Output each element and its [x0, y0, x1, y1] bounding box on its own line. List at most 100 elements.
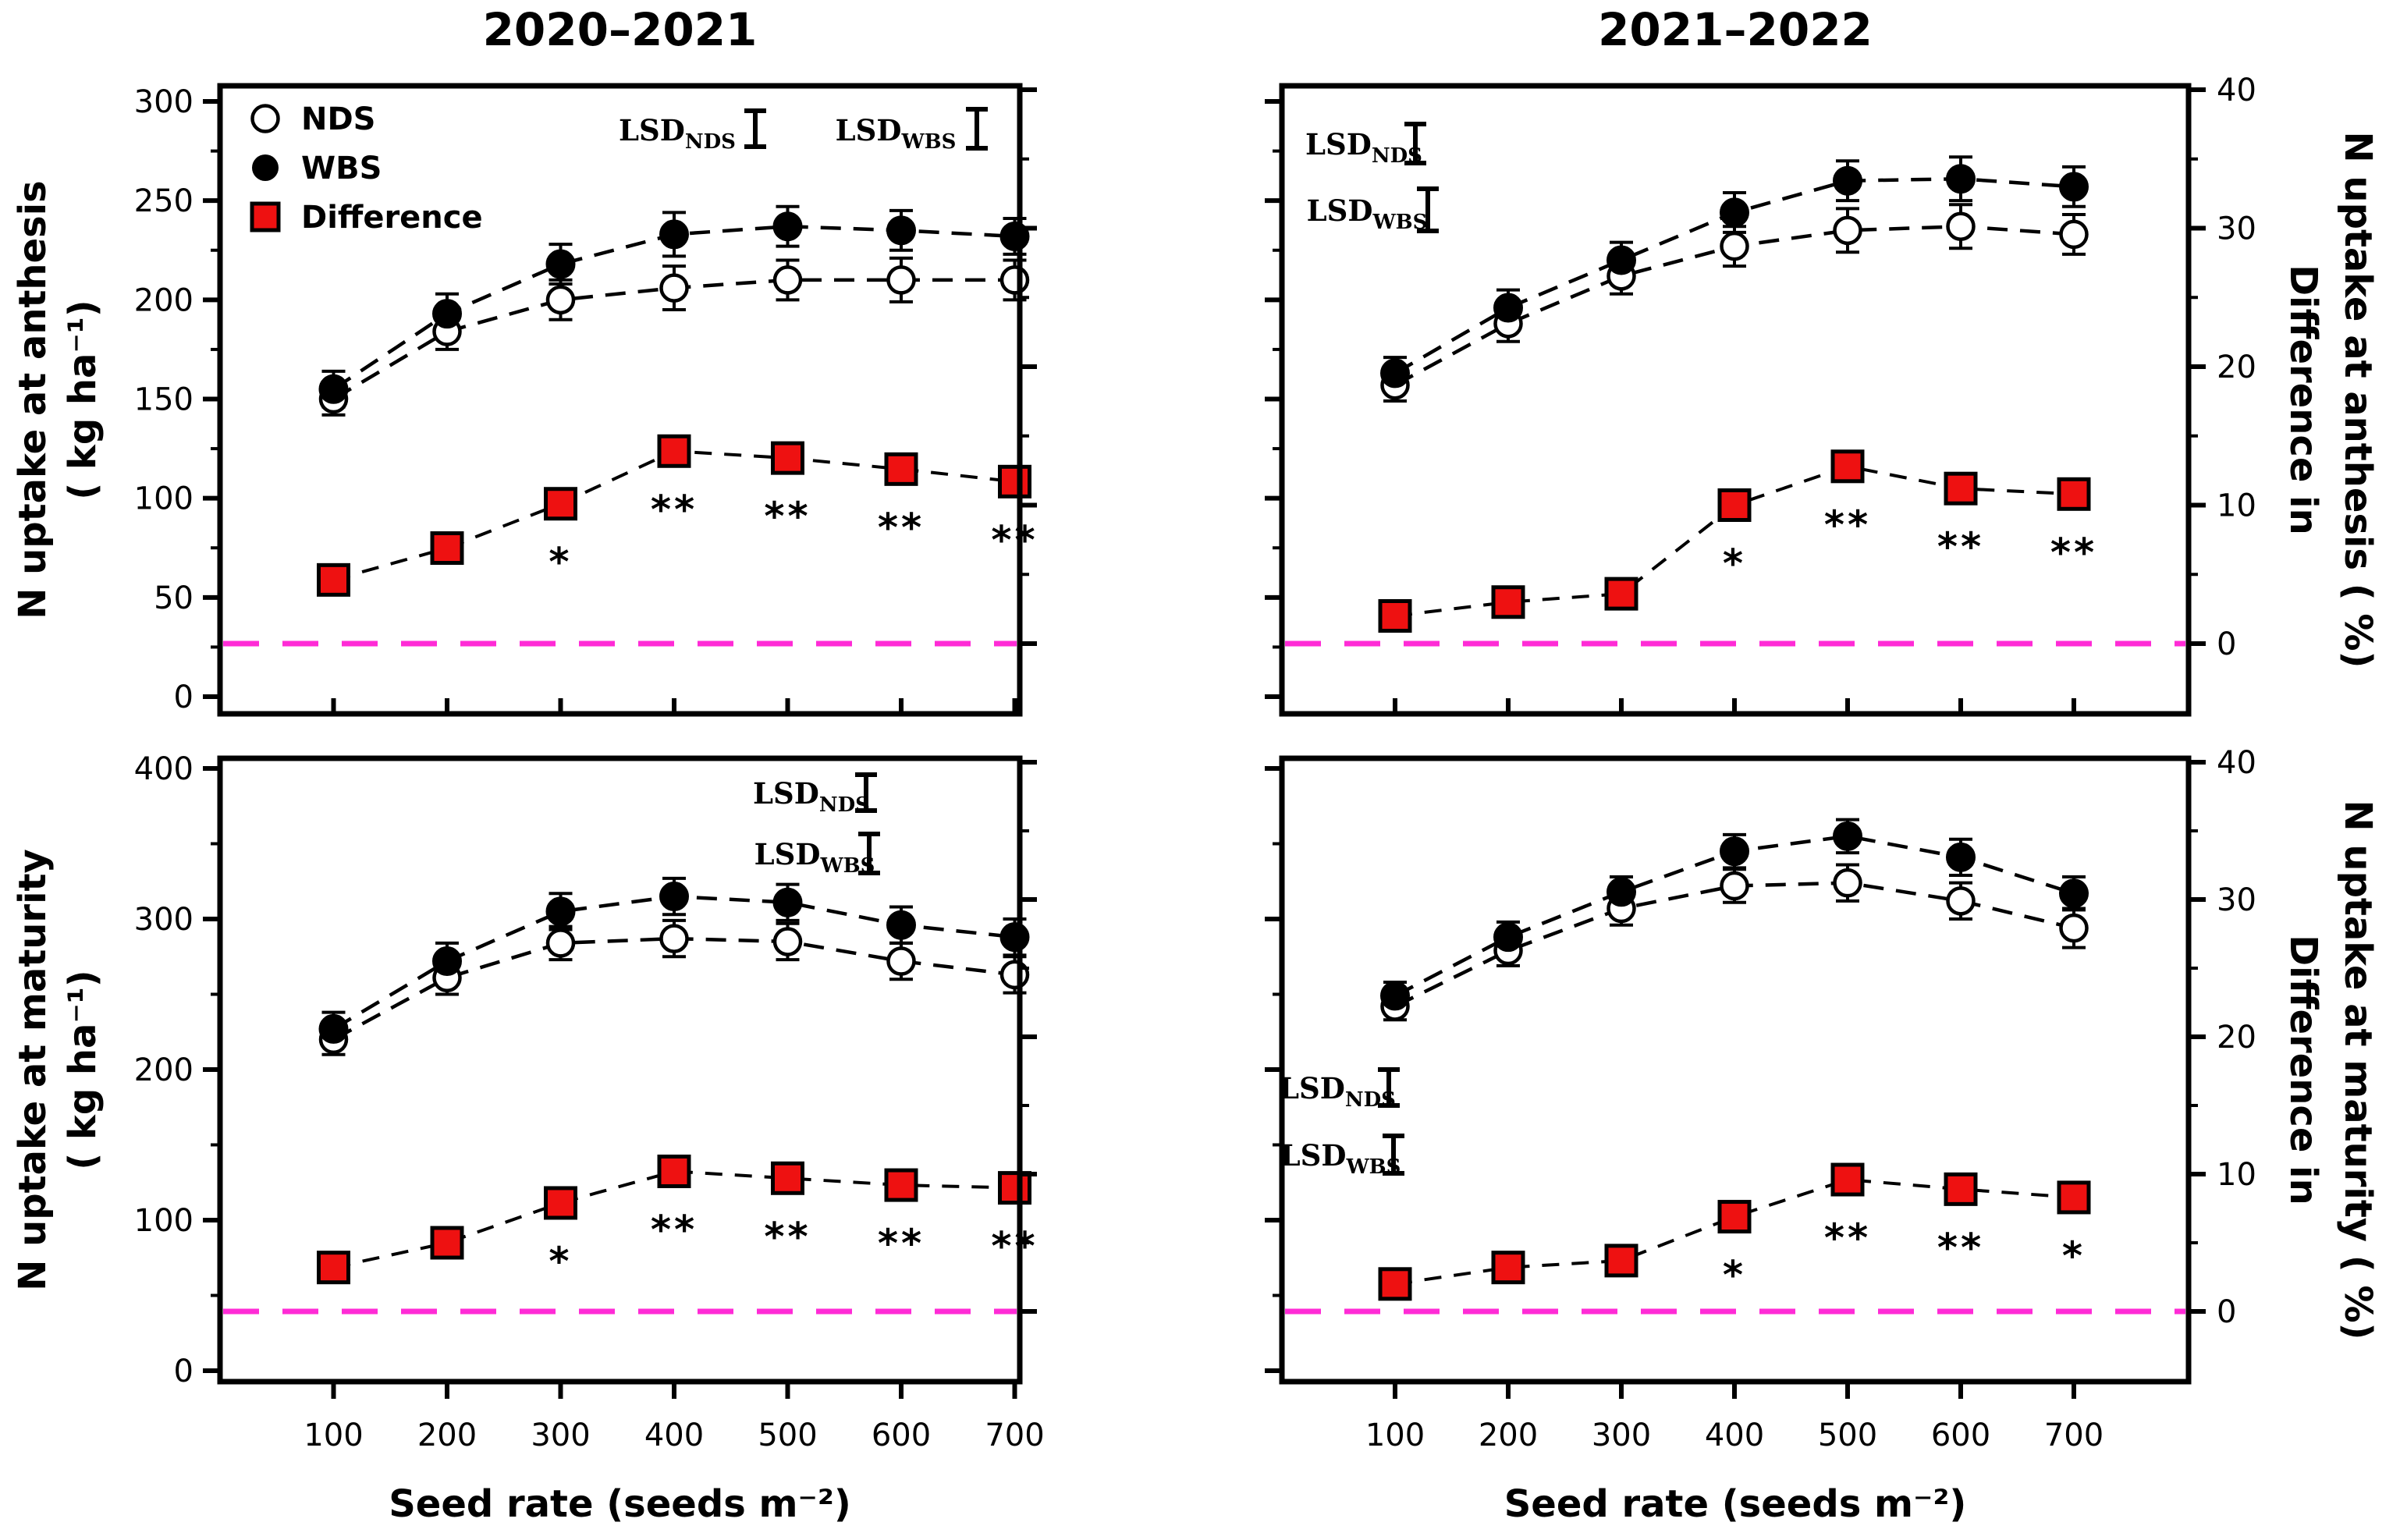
lsd-label: LSDNDS: [753, 776, 870, 817]
significance-asterisk: **: [764, 1214, 811, 1259]
difference-marker: [1944, 471, 1978, 506]
significance-asterisk: **: [1824, 502, 1871, 548]
wbs-marker: [1946, 842, 1976, 872]
difference-marker: [771, 1161, 804, 1195]
wbs-marker: [1493, 293, 1523, 323]
wbs-marker: [1833, 821, 1862, 851]
wbs-marker: [659, 882, 689, 912]
x-axis-tick-label: 400: [644, 1418, 704, 1453]
significance-asterisk: *: [549, 1239, 572, 1284]
right-axis-title: Difference in: [2281, 264, 2325, 534]
lsd-label: LSDNDS: [619, 113, 736, 154]
nds-marker: [1833, 215, 1862, 246]
wbs-marker: [886, 215, 916, 246]
wbs-marker: [1720, 197, 1749, 228]
nds-marker: [659, 273, 689, 303]
left-axis-tick-label: 200: [134, 1052, 193, 1088]
left-axis-title: ( kg ha⁻¹): [61, 300, 105, 500]
nds-marker: [772, 927, 803, 956]
panel-title: 2021–2022: [1598, 3, 1873, 56]
wbs-marker: [2059, 878, 2089, 909]
wbs-marker: [1720, 836, 1749, 867]
legend-label: Difference: [301, 200, 483, 236]
difference-marker: [657, 434, 691, 468]
right-axis-title: N uptake at anthesis ( %): [2336, 132, 2380, 669]
left-axis-tick-label: 200: [134, 282, 193, 318]
difference-marker: [544, 1186, 577, 1220]
difference-marker: [2057, 477, 2091, 511]
left-axis-tick-label: 0: [174, 1354, 193, 1389]
significance-asterisk: **: [1824, 1215, 1871, 1261]
nds-marker: [2059, 913, 2089, 943]
x-axis-tick-label: 200: [1479, 1418, 1538, 1453]
left-axis-tick-label: 100: [134, 481, 193, 517]
significance-asterisk: *: [549, 540, 572, 585]
difference-marker: [317, 562, 350, 597]
left-axis-tick-label: 50: [154, 580, 193, 616]
legend-label: NDS: [301, 101, 376, 137]
nds-marker: [999, 265, 1030, 295]
difference-marker: [1604, 1244, 1638, 1278]
difference-marker: [1378, 1267, 1412, 1301]
significance-asterisk: **: [878, 505, 925, 550]
wbs-marker: [432, 946, 462, 977]
nds-marker: [1946, 886, 1976, 916]
panel-frame: [1279, 83, 2192, 717]
left-axis-tick-label: 250: [134, 183, 193, 219]
difference-marker: [1944, 1172, 1978, 1206]
wbs-marker: [659, 219, 689, 250]
panel-frame: [217, 755, 1023, 1385]
wbs-marker: [1493, 922, 1523, 953]
wbs-marker: [1607, 877, 1636, 907]
difference-marker: [1830, 1162, 1865, 1197]
nds-marker: [545, 928, 576, 958]
x-axis-tick-label: 700: [2044, 1418, 2104, 1453]
x-axis-tick-label: 200: [417, 1418, 477, 1453]
difference-marker: [1604, 577, 1638, 611]
right-axis-tick-label: 20: [2217, 350, 2256, 385]
difference-marker: [1830, 449, 1865, 484]
left-axis-tick-label: 400: [134, 751, 193, 787]
legend-label: WBS: [301, 151, 382, 186]
difference-marker: [884, 452, 918, 486]
left-axis-tick-label: 150: [134, 382, 193, 418]
nds-marker: [999, 960, 1030, 990]
nds-marker: [886, 946, 916, 976]
right-axis-tick-label: 30: [2217, 882, 2256, 918]
significance-asterisk: *: [1723, 541, 1746, 587]
difference-marker: [1378, 599, 1412, 633]
difference-marker: [317, 1251, 350, 1285]
right-axis-title: Difference in: [2281, 935, 2325, 1205]
nds-marker: [659, 924, 689, 953]
left-axis-tick-label: 100: [134, 1203, 193, 1239]
legend-open-circle-icon: [250, 104, 280, 133]
significance-asterisk: **: [651, 1207, 698, 1252]
x-axis-tick-label: 300: [1592, 1418, 1651, 1453]
wbs-marker: [1380, 981, 1410, 1011]
nds-marker: [545, 285, 576, 315]
wbs-marker: [432, 299, 462, 329]
panel-title: 2020–2021: [483, 3, 758, 56]
wbs-marker: [772, 887, 803, 917]
left-axis-tick-label: 300: [134, 902, 193, 938]
wbs-marker: [545, 249, 576, 279]
x-axis-tick-label: 500: [1818, 1418, 1877, 1453]
difference-marker: [657, 1154, 691, 1188]
difference-marker: [430, 1226, 464, 1260]
x-axis-tick-label: 100: [1365, 1418, 1425, 1453]
nds-marker: [1720, 871, 1749, 901]
difference-marker: [1717, 1200, 1752, 1234]
wbs-marker: [1946, 164, 1976, 194]
lsd-label: LSDWBS: [836, 113, 957, 154]
significance-asterisk: **: [764, 494, 811, 539]
wbs-marker: [2059, 172, 2089, 202]
significance-asterisk: **: [1937, 524, 1984, 570]
x-axis-tick-label: 700: [985, 1418, 1044, 1453]
x-axis-tick-label: 400: [1705, 1418, 1764, 1453]
difference-marker: [998, 464, 1031, 499]
significance-asterisk: **: [2050, 530, 2097, 575]
right-axis-title: N uptake at maturity ( %): [2336, 800, 2380, 1340]
significance-asterisk: **: [991, 1224, 1038, 1269]
nds-marker: [1720, 231, 1749, 261]
